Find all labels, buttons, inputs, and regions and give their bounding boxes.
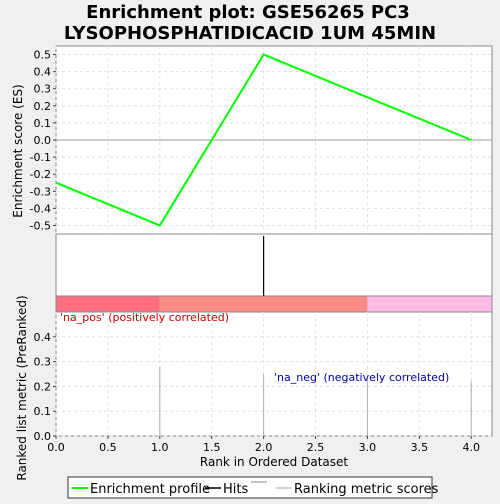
es-series-line [55, 53, 472, 227]
metric-y-axis-label: Ranked list metric (PreRanked) [15, 295, 29, 480]
color-bar-segment [159, 296, 368, 312]
x-axis-label: Rank in Ordered Dataset [200, 455, 348, 469]
legend-label-enrichment: Enrichment profile [90, 482, 210, 497]
x-tick-label: 0.5 [99, 441, 117, 454]
metric-y-tick-label: 0.0 [34, 430, 52, 443]
es-y-tick-label: 0.4 [34, 66, 52, 79]
es-y-axis-label: Enrichment score (ES) [11, 84, 25, 217]
es-y-tick-label: 0.2 [34, 100, 52, 113]
color-bar-segment [56, 296, 160, 312]
x-tick-label: 2.5 [307, 441, 325, 454]
es-line-group [55, 53, 472, 227]
x-tick-label: 3.0 [359, 441, 377, 454]
color-bar-segment [367, 296, 492, 312]
metric-y-tick-label: 0.4 [34, 331, 52, 344]
metric-y-ticks: 0.4 0.3 0.2 0.1 0.0 [34, 331, 56, 443]
es-y-tick-label: 0.0 [34, 134, 52, 147]
hits-panel [55, 233, 493, 297]
legend-box [67, 476, 433, 499]
legend-label-metric: Ranking metric scores [294, 482, 439, 497]
x-tick-label: 1.5 [203, 441, 221, 454]
es-y-tick-label: -0.5 [30, 219, 51, 232]
x-tick-label: 4.0 [462, 441, 480, 454]
es-y-tick-label: 0.1 [34, 117, 52, 130]
x-ticks: 0.0 0.5 1.0 1.5 2.0 2.5 3.0 3.5 4.0 [47, 436, 480, 454]
es-y-tick-label: -0.3 [30, 185, 51, 198]
es-y-tick-label: 0.5 [34, 49, 52, 62]
es-y-tick-label: -0.1 [30, 151, 51, 164]
chart-title-line-2: LYSOPHOSPHATIDICACID 1UM 45MIN [64, 23, 436, 44]
es-y-ticks: 0.5 0.4 0.3 0.2 0.1 0.0 -0.1 -0.2 -0.3 -0.4 -0.5 [30, 49, 56, 232]
es-y-tick-label: 0.3 [34, 83, 52, 96]
es-y-tick-label: -0.4 [30, 202, 51, 215]
x-tick-label: 1.0 [151, 441, 169, 454]
metric-y-tick-label: 0.2 [34, 380, 52, 393]
annotation-positive: 'na_pos' (positively correlated) [60, 311, 229, 324]
metric-bars [159, 366, 472, 436]
metric-y-tick-label: 0.3 [34, 356, 52, 369]
metric-grid [55, 312, 492, 437]
metric-y-tick-label: 0.1 [34, 405, 52, 418]
chart-title-line-1: Enrichment plot: GSE56265 PC3 [86, 2, 410, 23]
es-grid [55, 46, 492, 234]
x-tick-label: 2.0 [255, 441, 273, 454]
x-tick-label: 0.0 [47, 441, 65, 454]
x-tick-label: 3.5 [411, 441, 429, 454]
es-y-tick-label: -0.2 [30, 168, 51, 181]
annotation-negative: 'na_neg' (negatively correlated) [274, 371, 449, 384]
legend-label-hits: Hits [223, 482, 248, 497]
color-bar [55, 295, 493, 313]
